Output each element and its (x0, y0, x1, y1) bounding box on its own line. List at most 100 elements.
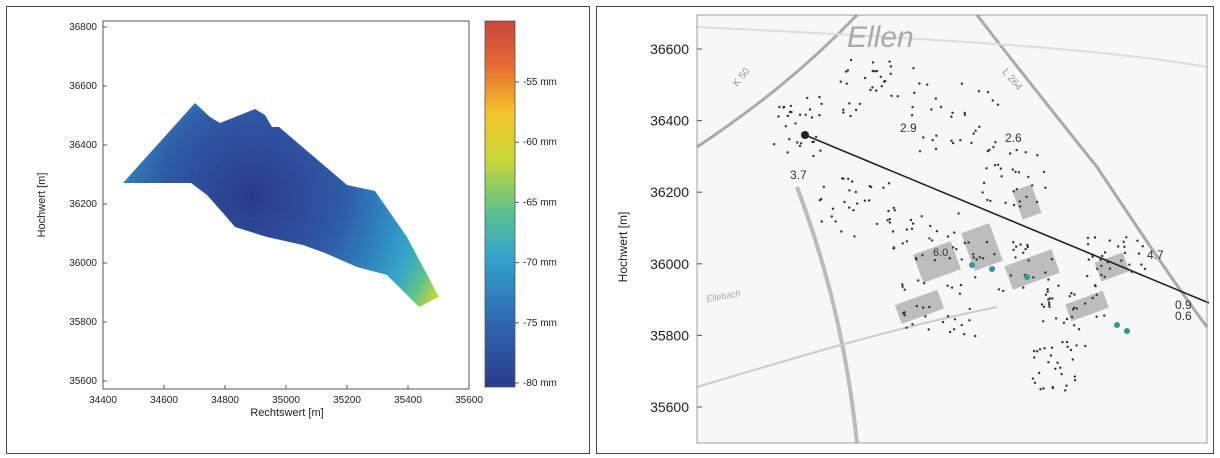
measurement-point (901, 283, 904, 286)
highlight-point (1024, 274, 1030, 280)
value-label-2: 2.6 (1005, 131, 1022, 145)
measurement-point (970, 141, 973, 145)
measurement-point (1125, 236, 1128, 239)
road-l264 (975, 14, 1209, 328)
y-tick-label: 36600 (69, 81, 97, 92)
measurement-point (955, 248, 958, 251)
measurement-point (902, 312, 905, 315)
measurement-point (1066, 345, 1069, 348)
measurement-point (912, 67, 915, 70)
measurement-point (959, 283, 963, 287)
measurement-point (788, 138, 791, 141)
y-axis-label: Hochwert [m] (36, 173, 48, 238)
colorbar-labels: -55 mm -60 mm -65 mm -70 mm -75 mm -80 mm (515, 77, 557, 389)
measurement-point (1022, 251, 1025, 254)
map-plot: Ellen K 50 L 264 Ellebach 2.9 2.6 3.7 4.… (616, 13, 1210, 444)
value-label-6: 0.6 (1175, 309, 1192, 323)
measurement-point (920, 215, 923, 218)
measurement-point (1050, 258, 1054, 261)
measurement-point (789, 104, 793, 108)
measurement-point (911, 106, 914, 109)
measurement-point (1083, 302, 1087, 305)
measurement-point (812, 140, 815, 143)
measurement-point (950, 139, 953, 142)
measurement-point (875, 222, 879, 226)
y-axis: 36600 36400 36200 36000 35800 35600 (650, 41, 702, 415)
measurement-point (933, 259, 937, 262)
x-tick-label: 34400 (89, 395, 117, 406)
measurement-point (1019, 243, 1022, 246)
measurement-point (773, 143, 776, 146)
highlight-point (1114, 322, 1120, 328)
measurement-point (784, 125, 787, 128)
measurement-point (1059, 366, 1062, 369)
measurement-point (1015, 148, 1018, 152)
measurement-point (1123, 245, 1126, 249)
measurement-point (960, 323, 963, 327)
measurement-point (926, 83, 929, 86)
measurement-point (1042, 387, 1045, 390)
measurement-point (952, 328, 956, 331)
measurement-point (1009, 152, 1012, 155)
measurement-point (963, 111, 966, 115)
measurement-point (884, 79, 887, 83)
measurement-point (974, 276, 977, 279)
measurement-point (1100, 264, 1103, 268)
measurement-point (1044, 271, 1047, 274)
measurement-point (1027, 259, 1030, 262)
measurement-point (875, 69, 879, 73)
measurement-point (1095, 293, 1098, 296)
measurement-point (786, 151, 789, 154)
measurement-point (931, 138, 934, 142)
measurement-point (957, 212, 960, 215)
measurement-point (1065, 384, 1068, 387)
measurement-point (1051, 297, 1054, 300)
measurement-point (886, 219, 889, 222)
measurement-point (958, 292, 962, 295)
measurement-point (981, 257, 985, 260)
measurement-point (1051, 386, 1054, 390)
measurement-point (847, 177, 850, 181)
measurement-point (939, 105, 943, 109)
measurement-point (1128, 263, 1131, 266)
measurement-point (1108, 267, 1112, 270)
measurement-point (1073, 375, 1076, 378)
measurement-point (968, 319, 971, 322)
measurement-point (918, 82, 921, 85)
x-axis-label: Rechtswert [m] (250, 407, 323, 419)
colorbar-tick-label: -75 mm (523, 318, 557, 329)
measurement-point (1040, 303, 1044, 306)
measurement-point (1073, 306, 1076, 309)
measurement-point (985, 167, 988, 170)
measurement-point (924, 315, 927, 318)
measurement-point (1024, 151, 1027, 154)
measurement-point (1036, 154, 1039, 157)
measurement-point (890, 94, 893, 98)
measurement-point (1033, 381, 1037, 384)
measurement-point (992, 145, 995, 149)
measurement-point (997, 288, 1001, 291)
measurement-point (1043, 347, 1046, 350)
measurement-point (1027, 175, 1030, 179)
measurement-point (986, 149, 989, 153)
measurement-point (1025, 195, 1028, 198)
measurement-point (848, 206, 851, 209)
x-tick-label: 35600 (455, 395, 483, 406)
measurement-point (994, 141, 997, 144)
value-label-3: 3.7 (790, 168, 807, 182)
left-chart-panel: 34400 34600 34800 35000 35200 35400 35600 3560… (6, 6, 590, 454)
measurement-point (871, 69, 874, 73)
measurement-point (842, 177, 845, 180)
measurement-point (893, 209, 896, 212)
subsidence-surface (123, 103, 439, 307)
measurement-points (773, 58, 1147, 392)
measurement-point (1103, 314, 1106, 317)
measurement-point (1012, 190, 1015, 193)
measurement-point (863, 199, 867, 202)
measurement-point (951, 141, 955, 145)
measurement-point (978, 125, 981, 128)
measurement-point (1042, 305, 1046, 308)
measurement-point (1026, 245, 1029, 249)
y-tick-label: 35600 (650, 399, 689, 415)
measurement-point (910, 114, 914, 117)
